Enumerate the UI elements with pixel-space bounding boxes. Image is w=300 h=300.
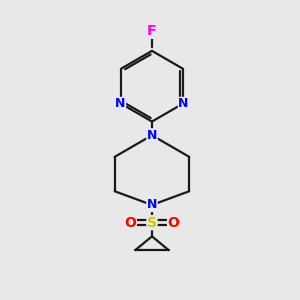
- Text: O: O: [124, 216, 136, 230]
- Text: O: O: [168, 216, 179, 230]
- Text: N: N: [115, 98, 126, 110]
- Text: F: F: [147, 24, 157, 38]
- Text: N: N: [147, 199, 157, 212]
- Text: S: S: [147, 216, 157, 230]
- Text: N: N: [178, 98, 189, 110]
- Text: N: N: [147, 129, 157, 142]
